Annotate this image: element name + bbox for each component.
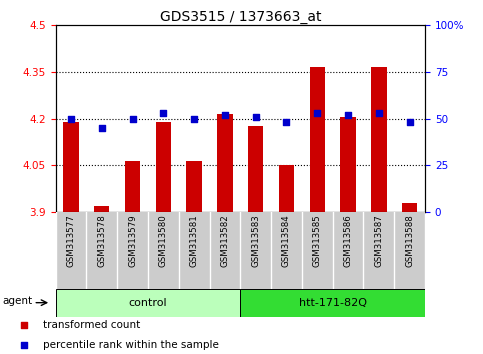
Point — [128, 116, 136, 121]
Text: GSM313579: GSM313579 — [128, 215, 137, 267]
Text: agent: agent — [3, 296, 33, 306]
Point — [252, 114, 259, 120]
Bar — [94, 206, 110, 212]
Text: percentile rank within the sample: percentile rank within the sample — [43, 340, 219, 350]
Point — [159, 110, 167, 116]
Text: GSM313580: GSM313580 — [159, 215, 168, 267]
Point — [98, 125, 106, 131]
Text: GSM313585: GSM313585 — [313, 215, 322, 267]
Text: GSM313582: GSM313582 — [220, 215, 229, 267]
Point — [313, 110, 321, 116]
Point — [406, 120, 413, 125]
Bar — [63, 122, 79, 212]
Text: GSM313583: GSM313583 — [251, 215, 260, 267]
Bar — [156, 122, 171, 212]
Text: transformed count: transformed count — [43, 320, 140, 330]
Bar — [248, 126, 263, 212]
Bar — [240, 289, 425, 317]
Bar — [310, 67, 325, 212]
Text: htt-171-82Q: htt-171-82Q — [298, 298, 367, 308]
Bar — [341, 117, 356, 212]
Point — [375, 110, 383, 116]
Text: GSM313587: GSM313587 — [374, 215, 384, 267]
Text: GSM313577: GSM313577 — [67, 215, 75, 267]
Text: GSM313588: GSM313588 — [405, 215, 414, 267]
Bar — [125, 161, 140, 212]
Point — [221, 112, 229, 118]
Bar — [217, 114, 233, 212]
Text: GSM313581: GSM313581 — [190, 215, 199, 267]
Bar — [279, 166, 294, 212]
Text: GSM313586: GSM313586 — [343, 215, 353, 267]
Bar — [186, 161, 202, 212]
Text: control: control — [128, 298, 167, 308]
Bar — [371, 67, 386, 212]
Title: GDS3515 / 1373663_at: GDS3515 / 1373663_at — [159, 10, 321, 24]
Point — [283, 120, 290, 125]
Point — [344, 112, 352, 118]
Text: GSM313578: GSM313578 — [97, 215, 106, 267]
Bar — [56, 289, 241, 317]
Point — [20, 342, 28, 348]
Text: GSM313584: GSM313584 — [282, 215, 291, 267]
Bar — [402, 203, 417, 212]
Point — [20, 322, 28, 328]
Point — [190, 116, 198, 121]
Point — [67, 116, 75, 121]
